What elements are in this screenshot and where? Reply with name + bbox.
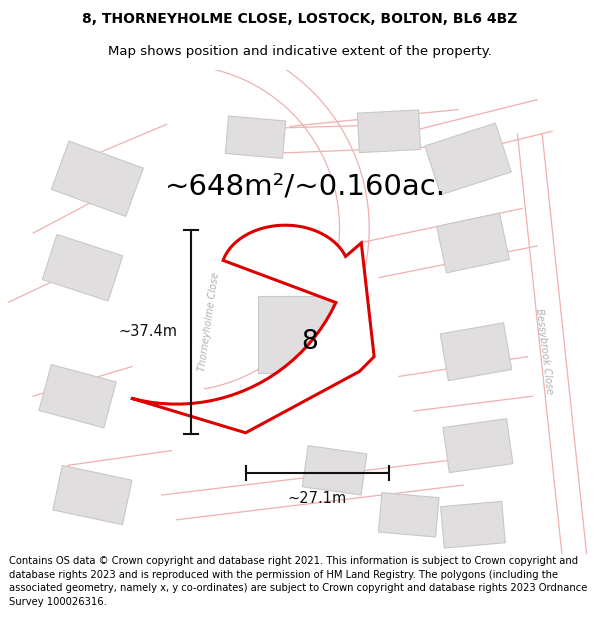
Text: 8, THORNEYHOLME CLOSE, LOSTOCK, BOLTON, BL6 4BZ: 8, THORNEYHOLME CLOSE, LOSTOCK, BOLTON, … [82, 12, 518, 26]
Text: Contains OS data © Crown copyright and database right 2021. This information is : Contains OS data © Crown copyright and d… [9, 556, 587, 607]
Polygon shape [258, 296, 332, 374]
Polygon shape [39, 364, 116, 428]
Polygon shape [443, 419, 513, 472]
Polygon shape [302, 446, 367, 495]
Polygon shape [379, 492, 439, 537]
Polygon shape [440, 322, 512, 381]
Polygon shape [358, 110, 421, 152]
Polygon shape [53, 466, 132, 525]
Text: 8: 8 [302, 329, 318, 355]
Text: Bessybrook Close: Bessybrook Close [534, 308, 554, 395]
Polygon shape [131, 225, 374, 432]
Text: Map shows position and indicative extent of the property.: Map shows position and indicative extent… [108, 46, 492, 58]
Polygon shape [52, 141, 143, 216]
Text: Thorneyholme Close: Thorneyholme Close [197, 272, 221, 372]
Polygon shape [437, 213, 509, 273]
Polygon shape [440, 501, 505, 548]
Text: ~27.1m: ~27.1m [287, 491, 347, 506]
Polygon shape [42, 234, 123, 301]
Polygon shape [425, 123, 511, 195]
Polygon shape [226, 116, 286, 158]
Text: ~648m²/~0.160ac.: ~648m²/~0.160ac. [164, 173, 445, 201]
Text: ~37.4m: ~37.4m [118, 324, 178, 339]
